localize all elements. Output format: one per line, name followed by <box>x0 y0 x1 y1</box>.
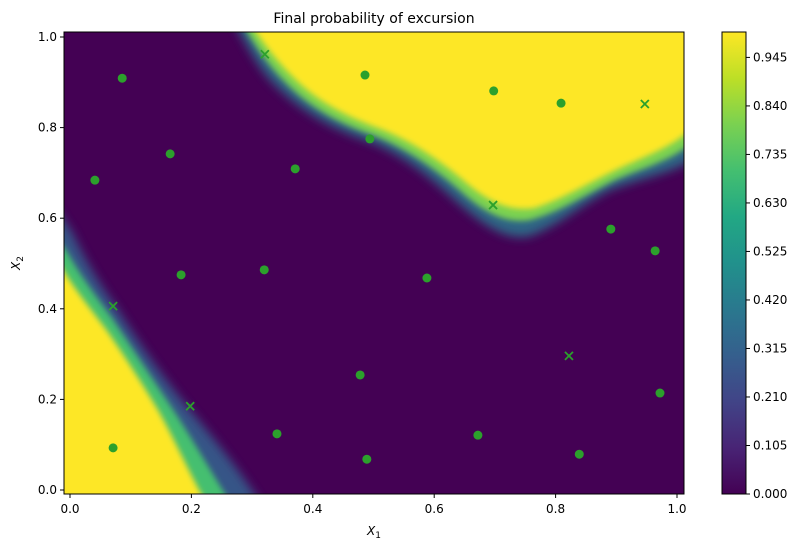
sample-cross-marker <box>640 99 650 109</box>
observation-point <box>176 270 186 280</box>
high-probability-region-bottom-left <box>64 220 255 494</box>
x-axis-label: X1 <box>366 524 381 541</box>
observation-point <box>422 273 432 283</box>
colorbar-tick-label: 0.315 <box>753 341 787 355</box>
sample-cross-marker <box>488 200 498 210</box>
observation-point <box>165 149 175 159</box>
sample-cross-marker <box>260 49 270 59</box>
colorbar-tick-label: 0.735 <box>753 147 787 161</box>
x-tick-label: 0.2 <box>182 502 201 516</box>
sample-cross-marker <box>108 301 118 311</box>
x-tick-label: 0.4 <box>303 502 322 516</box>
observation-point <box>360 70 370 80</box>
heatmap-area <box>64 32 684 494</box>
x-tick-label: 0.8 <box>546 502 565 516</box>
colorbar-tick-label: 0.210 <box>753 390 787 404</box>
y-tick-label: 0.2 <box>38 392 57 406</box>
x-tick-label: 1.0 <box>667 502 686 516</box>
colorbar-tick-label: 0.945 <box>753 50 787 64</box>
observation-point <box>290 164 300 174</box>
sample-cross-marker <box>185 401 195 411</box>
observation-point <box>473 430 483 440</box>
x-tick-label: 0.6 <box>425 502 444 516</box>
colorbar-tick-label: 0.630 <box>753 196 787 210</box>
observation-point <box>117 73 127 83</box>
y-tick-label: 0.8 <box>38 121 57 135</box>
observation-point <box>489 86 499 96</box>
colorbar-ticks: 0.000 0.105 0.210 0.315 0.420 0.525 0.630 0.735… <box>746 50 787 501</box>
x-tick-label: 0.0 <box>60 502 79 516</box>
sample-cross-marker <box>564 351 574 361</box>
observation-point <box>90 175 100 185</box>
data-markers <box>90 49 665 464</box>
chart-title: Final probability of excursion <box>273 11 474 27</box>
y-tick-label: 0.0 <box>38 483 57 497</box>
observation-point <box>272 429 282 439</box>
observation-point <box>355 370 365 380</box>
y-tick-label: 0.6 <box>38 211 57 225</box>
colorbar-tick-label: 0.105 <box>753 438 787 452</box>
colorbar-tick-label: 0.000 <box>753 487 787 501</box>
observation-point <box>365 134 375 144</box>
plot-frame <box>63 31 685 495</box>
observation-point <box>362 454 372 464</box>
observation-point <box>606 224 616 234</box>
colorbar-tick-label: 0.840 <box>753 99 787 113</box>
y-axis: 0.0 0.2 0.4 0.6 0.8 1.0 <box>38 30 64 497</box>
observation-point <box>108 443 118 453</box>
y-axis-label: X2 <box>9 256 26 271</box>
y-tick-label: 1.0 <box>38 30 57 44</box>
y-tick-label: 0.4 <box>38 302 57 316</box>
x-axis: 0.0 0.2 0.4 0.6 0.8 1.0 <box>60 494 687 516</box>
observation-point <box>259 265 269 275</box>
colorbar: 0.000 0.105 0.210 0.315 0.420 0.525 0.630 0.735… <box>721 31 787 501</box>
observation-point <box>574 449 584 459</box>
observation-point <box>655 388 665 398</box>
observation-point <box>650 246 660 256</box>
colorbar-tick-label: 0.420 <box>753 293 787 307</box>
colorbar-tick-label: 0.525 <box>753 244 787 258</box>
colorbar-gradient <box>721 31 747 495</box>
observation-point <box>556 98 566 108</box>
